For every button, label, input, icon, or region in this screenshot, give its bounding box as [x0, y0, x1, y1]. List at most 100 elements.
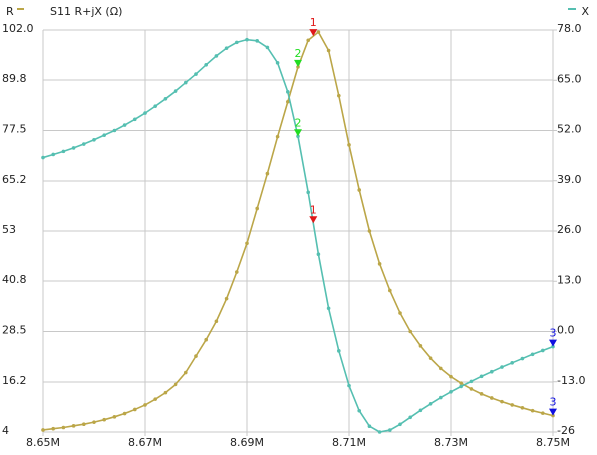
data-point [265, 171, 270, 176]
data-point [102, 133, 106, 137]
data-point [235, 270, 239, 274]
series-line [42, 38, 554, 433]
data-point [214, 319, 219, 324]
data-point [173, 89, 178, 93]
data-point [347, 143, 351, 147]
data-point [61, 149, 66, 154]
data-point [398, 311, 402, 315]
data-point [235, 40, 239, 45]
data-point [418, 408, 423, 413]
x-tick-label: 8.73M [434, 436, 468, 449]
data-point [490, 369, 494, 374]
data-point [469, 387, 474, 391]
data-point [428, 401, 433, 406]
y-tick-label: 4 [2, 424, 9, 437]
data-point [408, 329, 413, 334]
data-point [204, 337, 208, 342]
data-point [194, 354, 198, 358]
data-point [245, 37, 249, 42]
data-point [408, 415, 413, 420]
legend-label: X [581, 5, 589, 18]
data-point [224, 296, 229, 301]
data-point [163, 97, 168, 101]
data-point [337, 349, 341, 353]
marker [294, 59, 302, 67]
data-point [520, 356, 525, 361]
marker-label: 1 [310, 203, 317, 216]
y-tick-label: 40.8 [2, 273, 27, 286]
data-point [367, 424, 372, 429]
data-point [377, 262, 382, 266]
data-point [184, 80, 188, 85]
data-point [71, 146, 76, 150]
data-point [500, 365, 504, 369]
data-point [337, 93, 341, 98]
marker [309, 29, 318, 37]
data-point [530, 408, 535, 413]
y2-tick-label: 39.0 [557, 173, 582, 186]
x-tick-label: 8.75M [536, 436, 570, 449]
data-point [82, 142, 86, 146]
data-point [204, 62, 208, 67]
data-point [133, 407, 137, 412]
data-point [286, 90, 290, 94]
data-point [510, 403, 514, 407]
x-tick-label: 8.67M [128, 436, 162, 449]
data-point [418, 344, 423, 348]
data-point [388, 428, 392, 432]
x-tick-label: 8.65M [26, 436, 60, 449]
data-point [92, 420, 96, 424]
y-tick-label: 65.2 [2, 173, 27, 186]
data-point [326, 306, 331, 311]
data-point [316, 30, 321, 34]
data-point [275, 61, 280, 65]
marker-label: 2 [295, 116, 302, 129]
data-point [428, 356, 433, 360]
data-point [265, 45, 270, 50]
data-point [255, 39, 259, 43]
data-point [459, 384, 464, 389]
data-point [520, 405, 525, 410]
data-point [449, 390, 453, 394]
y-tick-label: 89.8 [2, 72, 27, 85]
data-point [143, 111, 147, 115]
data-point [367, 229, 372, 233]
data-point [530, 352, 535, 357]
data-point [122, 123, 127, 127]
y2-tick-label: 13.0 [557, 273, 582, 286]
data-point [82, 422, 86, 427]
marker-label: 3 [550, 327, 557, 340]
data-point [510, 361, 514, 365]
data-point [245, 241, 249, 246]
data-point [92, 137, 96, 142]
data-point [541, 348, 545, 353]
y2-tick-label: -26 [557, 424, 575, 437]
data-point [388, 288, 392, 293]
chart-title: S11 R+jX (Ω) [50, 5, 122, 18]
data-point [357, 408, 362, 413]
data-point [286, 99, 290, 104]
data-point [439, 395, 443, 400]
marker [309, 216, 318, 224]
marker [294, 129, 302, 137]
x-tick-label: 8.69M [230, 436, 264, 449]
data-point [153, 397, 157, 401]
data-point [490, 396, 494, 400]
data-point [112, 128, 117, 133]
data-point [143, 403, 147, 407]
legend-label: R [6, 5, 14, 18]
data-point [449, 374, 453, 379]
data-point [306, 190, 311, 195]
y2-tick-label: 65.0 [557, 72, 582, 85]
data-point [173, 382, 178, 387]
y2-tick-label: 52.0 [557, 123, 582, 136]
marker [549, 408, 557, 416]
data-point [102, 417, 106, 422]
y-tick-label: 16.2 [2, 374, 27, 387]
data-point [316, 252, 321, 256]
data-point [51, 426, 55, 431]
marker-label: 2 [295, 47, 302, 60]
y-tick-label: 77.5 [2, 123, 27, 136]
data-point [71, 424, 76, 428]
